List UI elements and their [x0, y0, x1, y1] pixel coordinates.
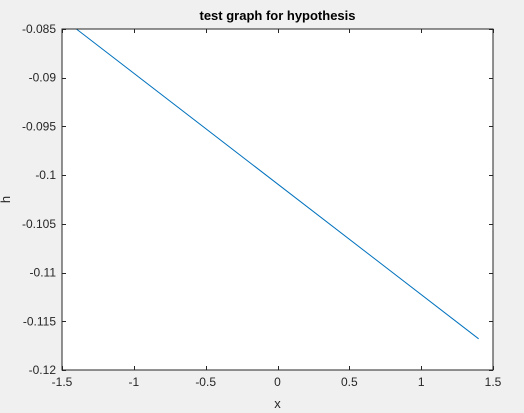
- x-tick-label: 1.5: [485, 375, 502, 389]
- y-tick-label: -0.095: [22, 119, 56, 133]
- plot-area: [62, 29, 493, 370]
- y-tick-label: -0.105: [22, 217, 56, 231]
- y-tick-label: -0.12: [29, 363, 57, 377]
- chart-title: test graph for hypothesis: [199, 8, 355, 23]
- series-layer: [76, 28, 479, 340]
- x-tick-label: 0: [274, 375, 281, 389]
- plot-frame: [61, 28, 494, 371]
- series-line: [76, 28, 479, 340]
- x-tick-label: -1: [128, 375, 139, 389]
- y-tick-label: -0.115: [23, 314, 56, 328]
- x-tick-label: -0.5: [195, 375, 216, 389]
- x-tick-label: -1.5: [52, 375, 73, 389]
- x-tick-label: 0.5: [341, 375, 358, 389]
- y-tick-label: -0.09: [29, 71, 57, 85]
- x-axis-label: x: [274, 396, 281, 411]
- y-tick-label: -0.085: [22, 22, 56, 36]
- y-axis-label: h: [0, 196, 13, 203]
- y-tick-label: -0.11: [30, 266, 57, 280]
- y-tick-label: -0.1: [35, 168, 56, 182]
- x-tick-label: 1: [418, 375, 425, 389]
